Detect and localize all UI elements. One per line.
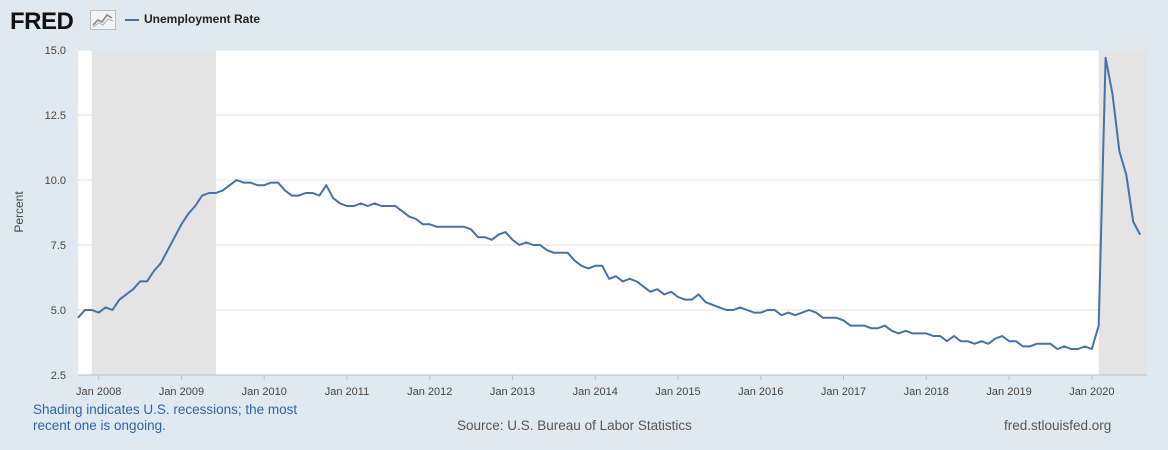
x-tick-label: Jan 2015 [655,386,700,398]
x-tick-label: Jan 2013 [490,386,535,398]
source-label: Source: U.S. Bureau of Labor Statistics [457,418,692,433]
y-tick-label: 15.0 [45,45,66,57]
x-tick-label: Jan 2009 [159,386,204,398]
x-tick-label: Jan 2020 [1069,386,1114,398]
x-tick-label: Jan 2018 [904,386,949,398]
recession-band-2 [1098,50,1147,375]
y-tick-label: 2.5 [51,370,66,382]
y-axis: 2.5 5.0 7.5 10.0 12.5 15.0 [45,45,66,382]
x-tick-label: Jan 2016 [738,386,783,398]
line-graph-icon [90,10,116,30]
series [77,56,1141,350]
recession-note: Shading indicates U.S. recessions; the m… [33,402,298,433]
y-tick-label: 7.5 [51,240,66,252]
y-tick-label: 10.0 [45,175,66,187]
y-axis-label: Percent [12,191,26,233]
fred-logo[interactable]: FRED [10,8,74,35]
plot-background [78,50,1147,375]
recession-shading [91,50,1147,375]
x-tick-label: Jan 2017 [821,386,866,398]
x-tick-label: Jan 2011 [325,386,369,398]
x-tick-label: Jan 2014 [573,386,618,398]
legend-label[interactable]: Unemployment Rate [144,12,261,26]
recession-band-1 [91,50,216,375]
x-tick-label: Jan 2010 [242,386,287,398]
x-tick-label: Jan 2008 [76,386,121,398]
chart-header: FRED Unemployment Rate [8,6,408,35]
x-tick-label: Jan 2019 [986,386,1031,398]
x-axis: Jan 2008 Jan 2009 Jan 2010 Jan 2011 Jan 2012… [76,374,1147,398]
legend-swatch [125,19,139,21]
y-tick-label: 5.0 [51,305,66,317]
site-link[interactable]: fred.stlouisfed.org [1004,418,1112,433]
x-tick-label: Jan 2012 [407,386,452,398]
y-tick-label: 12.5 [45,110,66,122]
line-chart: Jan 2008 Jan 2009 Jan 2010 Jan 2011 Jan 2012… [12,45,1147,398]
series-line-unemployment-rate [77,56,1141,350]
